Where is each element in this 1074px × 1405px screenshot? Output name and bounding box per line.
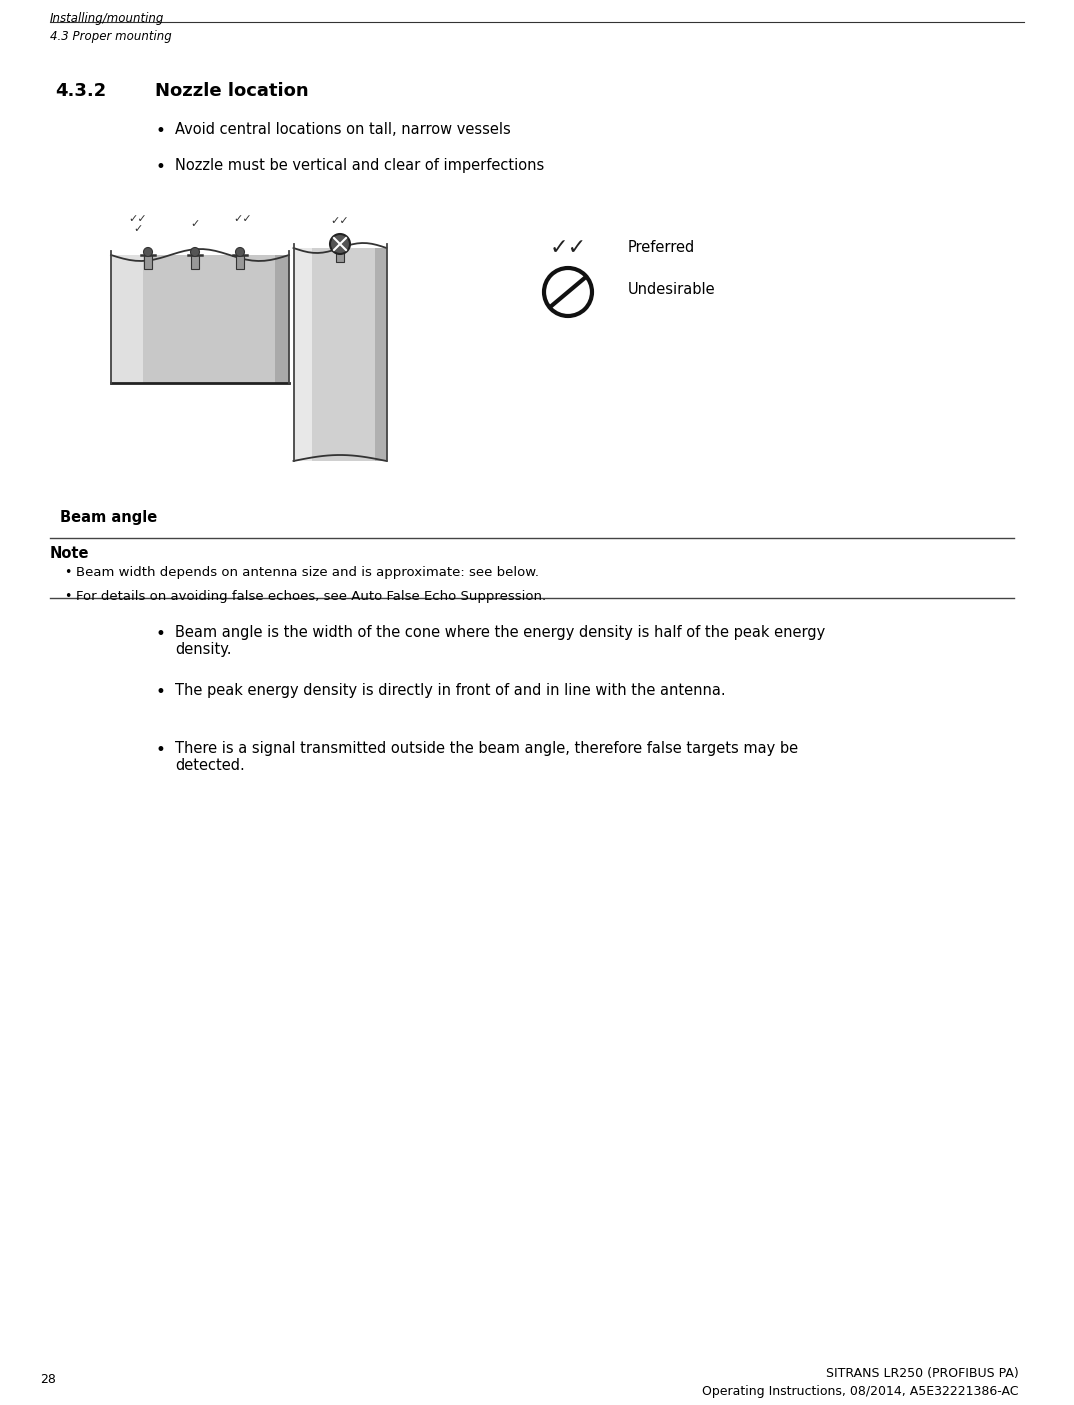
Circle shape [144, 247, 153, 257]
Text: ✓✓: ✓✓ [550, 237, 586, 259]
Text: •: • [155, 625, 165, 643]
Text: ✓: ✓ [133, 223, 143, 235]
Text: There is a signal transmitted outside the beam angle, therefore false targets ma: There is a signal transmitted outside th… [175, 740, 798, 773]
Polygon shape [111, 254, 289, 384]
Text: •: • [64, 590, 71, 603]
Text: Beam width depends on antenna size and is approximate: see below.: Beam width depends on antenna size and i… [76, 566, 539, 579]
Text: For details on avoiding false echoes, see Auto False Echo Suppression.: For details on avoiding false echoes, se… [76, 590, 546, 603]
Text: Beam angle is the width of the cone where the energy density is half of the peak: Beam angle is the width of the cone wher… [175, 625, 825, 658]
Text: Beam angle: Beam angle [60, 510, 157, 525]
Text: ✓✓: ✓✓ [331, 216, 349, 226]
Bar [191, 254, 199, 268]
Text: Installing/mounting: Installing/mounting [50, 13, 164, 25]
Text: •: • [155, 740, 165, 759]
Polygon shape [111, 254, 143, 384]
Polygon shape [275, 254, 289, 384]
Text: 4.3 Proper mounting: 4.3 Proper mounting [50, 30, 172, 44]
Text: Note: Note [50, 547, 89, 561]
Polygon shape [375, 249, 387, 461]
Text: Undesirable: Undesirable [628, 282, 715, 296]
Text: Preferred: Preferred [628, 240, 695, 254]
Text: Operating Instructions, 08/2014, A5E32221386-AC: Operating Instructions, 08/2014, A5E3222… [702, 1385, 1019, 1398]
Text: ✓: ✓ [190, 219, 200, 229]
Text: •: • [64, 566, 71, 579]
Text: 28: 28 [40, 1373, 56, 1385]
Circle shape [330, 235, 350, 254]
Text: Avoid central locations on tall, narrow vessels: Avoid central locations on tall, narrow … [175, 122, 511, 138]
Polygon shape [293, 249, 387, 461]
Text: •: • [155, 157, 165, 176]
Polygon shape [293, 249, 313, 461]
Text: •: • [155, 683, 165, 701]
Bar [144, 254, 153, 268]
Circle shape [545, 268, 592, 316]
Text: The peak energy density is directly in front of and in line with the antenna.: The peak energy density is directly in f… [175, 683, 726, 698]
Text: •: • [155, 122, 165, 140]
Bar [236, 254, 244, 268]
Text: ✓✓: ✓✓ [234, 214, 252, 223]
Bar [336, 249, 344, 261]
Text: 4.3.2: 4.3.2 [55, 81, 106, 100]
Text: Nozzle location: Nozzle location [155, 81, 308, 100]
Text: Nozzle must be vertical and clear of imperfections: Nozzle must be vertical and clear of imp… [175, 157, 545, 173]
Circle shape [190, 247, 200, 257]
Circle shape [235, 247, 245, 257]
Text: SITRANS LR250 (PROFIBUS PA): SITRANS LR250 (PROFIBUS PA) [826, 1367, 1019, 1380]
Text: ✓✓: ✓✓ [129, 214, 147, 223]
